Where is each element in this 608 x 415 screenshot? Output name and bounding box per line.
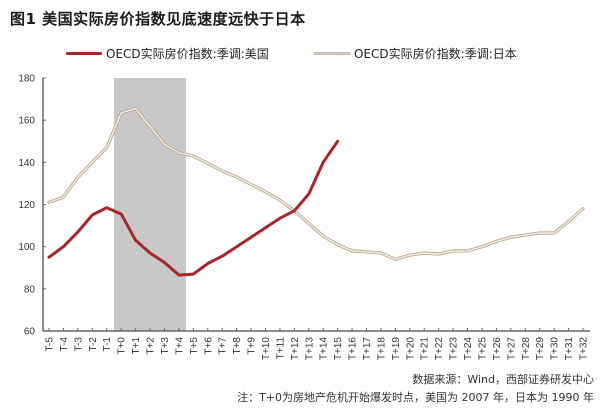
x-tick-label: T+26 [492, 337, 503, 361]
chart-series [47, 107, 585, 277]
x-tick-label: T+19 [391, 337, 402, 361]
x-tick-label: T+8 [232, 337, 243, 355]
x-tick-label: T+28 [521, 337, 532, 361]
data-source-note: 数据来源：Wind，西部证券研发中心 [412, 373, 594, 386]
crisis-shaded-region [113, 78, 187, 331]
shaded-region-rect [113, 78, 187, 331]
x-tick-label: T+12 [290, 337, 301, 361]
legend-label-us: OECD实际房价指数:季调:美国 [106, 47, 269, 61]
x-tick-label: T+7 [218, 337, 229, 355]
x-tick-label: T-2 [88, 337, 99, 352]
figure-title: 图1 美国实际房价指数见底速度远快于日本 [10, 10, 306, 28]
x-tick-label: T+25 [477, 337, 488, 361]
legend-item-jp: OECD实际房价指数:季调:日本 [314, 45, 517, 62]
x-tick-label: T+21 [420, 337, 431, 361]
x-tick-label: T+18 [376, 337, 387, 361]
x-tick-label: T+22 [434, 337, 445, 361]
y-tick-label: 60 [24, 327, 36, 338]
y-tick-label: 160 [18, 116, 35, 127]
legend-swatch-us [66, 52, 102, 55]
x-tick-label: T+0 [117, 337, 128, 355]
series-line-japan [48, 107, 584, 260]
x-tick-label: T+20 [405, 337, 416, 361]
x-tick-label: T+9 [247, 337, 258, 355]
x-tick-label: T+13 [304, 337, 315, 361]
x-tick-label: T-1 [102, 337, 113, 352]
y-tick-label: 80 [24, 284, 36, 295]
series-line-us [47, 139, 340, 277]
y-tick-label: 120 [18, 200, 35, 211]
x-tick-label: T+6 [203, 337, 214, 355]
x-tick-label: T+16 [348, 337, 359, 361]
x-tick-label: T+30 [550, 337, 561, 361]
x-tick-label: T+1 [131, 337, 142, 355]
x-tick-label: T+23 [449, 337, 460, 361]
x-tick-label: T+4 [174, 337, 185, 355]
x-tick-label: T+15 [333, 337, 344, 361]
x-tick-label: T-5 [45, 337, 56, 352]
x-tick-label: T+17 [362, 337, 373, 361]
x-tick-label: T+3 [160, 337, 171, 355]
legend-swatch-jp [314, 52, 350, 55]
x-tick-label: T+5 [189, 337, 200, 355]
x-tick-label: T+32 [579, 337, 590, 361]
x-tick-label: T-4 [59, 337, 70, 352]
footnote: 注：T+0为房地产危机开始爆发时点，美国为 2007 年，日本为 1990 年 [237, 391, 594, 404]
x-tick-label: T+14 [319, 337, 330, 361]
chart-legend: OECD实际房价指数:季调:美国 OECD实际房价指数:季调:日本 [0, 45, 608, 63]
x-tick-label: T+2 [146, 337, 157, 355]
x-tick-label: T+29 [535, 337, 546, 361]
x-tick-label: T+10 [261, 337, 272, 361]
y-tick-label: 100 [18, 242, 35, 253]
x-tick-label: T+31 [564, 337, 575, 361]
x-tick-label: T-3 [73, 337, 84, 352]
legend-item-us: OECD实际房价指数:季调:美国 [66, 45, 269, 62]
legend-label-jp: OECD实际房价指数:季调:日本 [354, 47, 517, 61]
x-tick-label: T+11 [275, 337, 286, 360]
x-tick-label: T+24 [463, 337, 474, 361]
x-tick-label: T+27 [506, 337, 517, 361]
y-tick-label: 180 [18, 74, 35, 85]
y-tick-label: 140 [18, 158, 35, 169]
